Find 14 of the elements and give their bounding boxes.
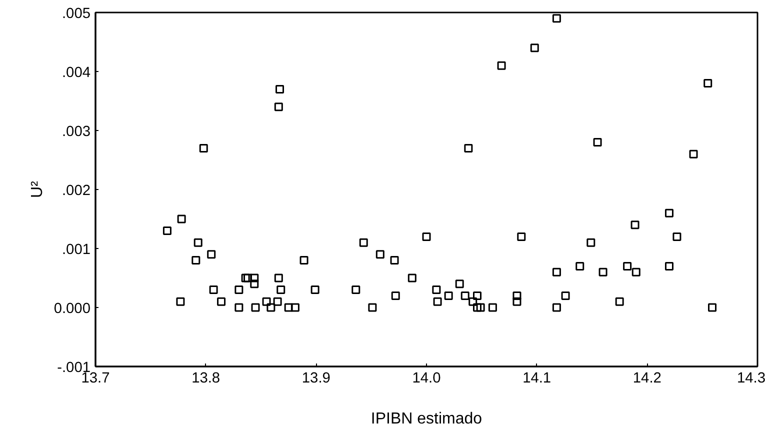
x-tick-label: 14.0 (412, 370, 441, 386)
x-tick-label: 14.1 (522, 370, 552, 386)
x-tick-label: 14.2 (632, 370, 662, 386)
y-tick-label: .005 (62, 6, 91, 22)
x-tick-label: 13.9 (302, 370, 330, 386)
y-tick-label: .002 (62, 183, 91, 199)
y-axis-title: U² (28, 180, 46, 198)
y-tick-label: .004 (62, 65, 91, 81)
x-tick-label: 14.3 (736, 370, 765, 386)
x-tick-label: 13.8 (192, 370, 220, 386)
y-tick-label: .003 (62, 124, 91, 140)
x-axis-title: IPIBN estimado (370, 410, 482, 428)
y-tick-label: 0.000 (54, 301, 91, 317)
y-tick-label: .001 (62, 242, 91, 258)
